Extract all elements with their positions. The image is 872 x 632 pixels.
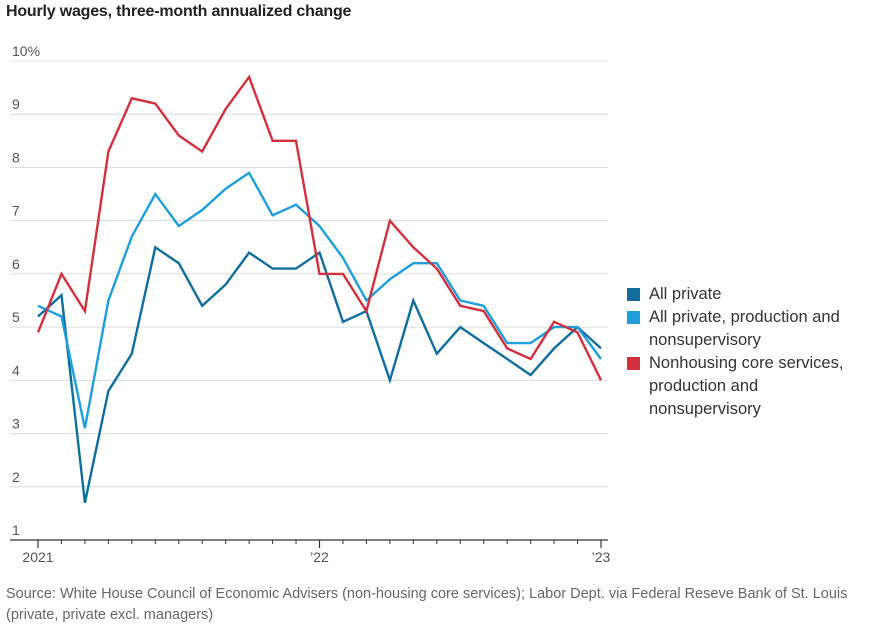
series-line-1 — [37, 171, 602, 429]
y-tick-label: 4 — [12, 362, 20, 378]
x-tick-label: 2021 — [22, 549, 53, 565]
series-lines — [36, 74, 603, 503]
y-tick-label: 7 — [12, 203, 20, 219]
x-axis: 2021 ’22 ’23 — [10, 539, 610, 565]
legend-item-nonhousing-core-services: Nonhousing core services, production and… — [627, 352, 872, 421]
legend-item-production-nonsupervisory: All private, production and nonsuperviso… — [627, 306, 872, 352]
y-tick-label: 3 — [12, 416, 20, 432]
source-note: Source: White House Council of Economic … — [6, 586, 848, 623]
series-line-2 — [36, 74, 603, 381]
line-chart: 1 2 3 4 5 6 7 8 9 10% 2021 ’22 ’23 — [10, 43, 610, 565]
y-tick-label: 5 — [12, 309, 20, 325]
series-line-0 — [37, 245, 602, 503]
legend-swatch — [627, 311, 640, 324]
legend-label: Nonhousing core services, production and… — [649, 354, 844, 418]
legend-label: All private, production and nonsuperviso… — [649, 308, 840, 349]
y-tick-label: 2 — [12, 469, 20, 485]
y-tick-label: 1 — [12, 522, 20, 538]
y-tick-label: 8 — [12, 149, 20, 165]
gridlines — [10, 60, 608, 488]
y-axis-ticks: 1 2 3 4 5 6 7 8 9 10% — [12, 43, 40, 538]
legend-item-all-private: All private — [627, 283, 872, 306]
y-tick-label: 10% — [12, 43, 40, 59]
y-tick-label: 9 — [12, 96, 20, 112]
legend-label: All private — [649, 285, 722, 303]
x-tick-label: ’22 — [310, 549, 329, 565]
legend-swatch — [627, 288, 640, 301]
chart-title: Hourly wages, three-month annualized cha… — [6, 3, 352, 20]
legend-swatch — [627, 357, 640, 370]
x-tick-label: ’23 — [592, 549, 610, 565]
legend: All private All private, production and … — [627, 283, 872, 421]
y-tick-label: 6 — [12, 256, 20, 272]
